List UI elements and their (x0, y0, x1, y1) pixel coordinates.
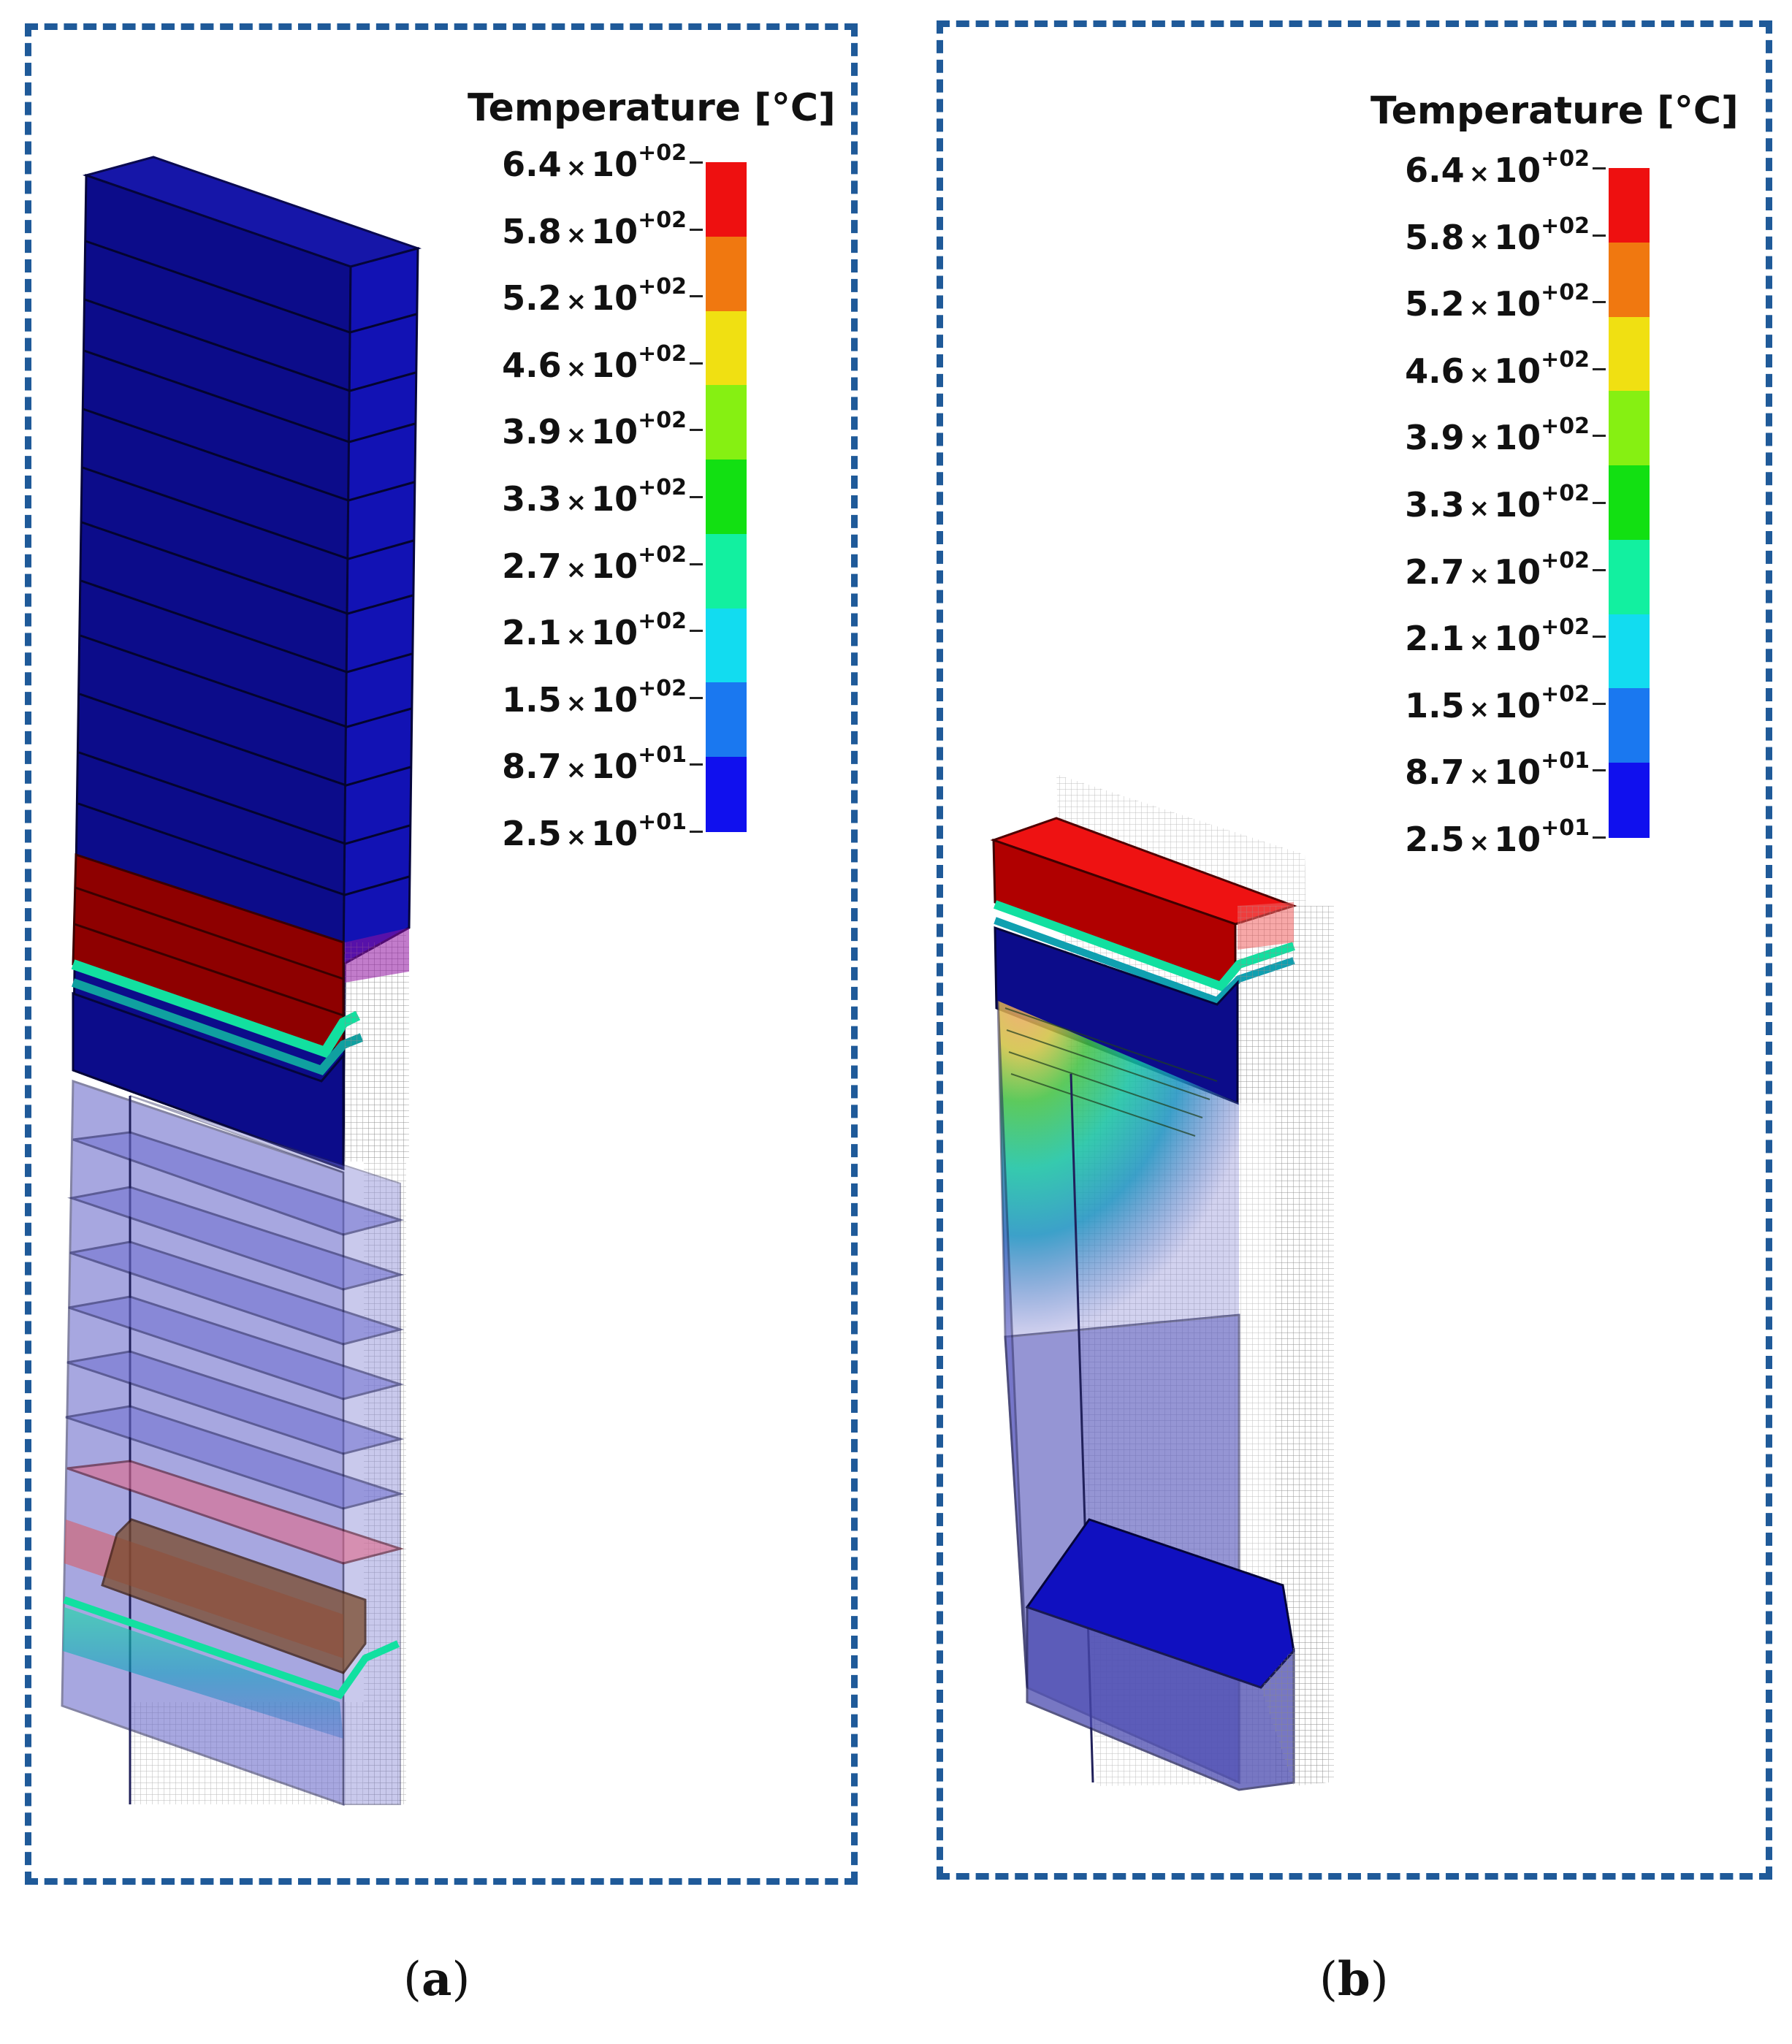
colorbar-tick (1593, 568, 1606, 571)
colorbar-swatch (706, 757, 747, 832)
bottom-heated-gradient (63, 1607, 343, 1739)
colorbar-tick-label: 2.5 × 10+01 (502, 809, 687, 853)
colorbar-tick (1593, 234, 1606, 237)
colorbar-swatch (1609, 465, 1650, 541)
colorbar-tick (690, 362, 703, 365)
colorbar-tick-label: 6.4 × 10+02 (1405, 146, 1590, 190)
colorbar-tick (1593, 435, 1606, 438)
colorbar-tick (1593, 502, 1606, 504)
colorbar-tick-label: 5.2 × 10+02 (502, 274, 687, 319)
colorbar-labels: 6.4 × 10+02 5.8 × 10+02 5.2 × 10+02 4.6 × 10+02 3.9 ×… (468, 140, 687, 853)
heated-side-tint (345, 928, 409, 983)
colorbar-tick (1593, 769, 1606, 772)
panel-caption: (b) (1319, 1952, 1389, 2007)
legend-title: Temperature [°C] (468, 86, 836, 130)
colorbar-tick-label: 3.9 × 10+02 (1405, 413, 1590, 458)
colorbar-tick (690, 630, 703, 633)
colorbar-tick (1593, 836, 1606, 839)
colorbar-tick (690, 228, 703, 231)
bottom-heated-edge (63, 1596, 400, 1699)
plume-layer-lines (1004, 1007, 1218, 1137)
colorbar-tick (690, 563, 703, 565)
colorbar-tick-label: 2.7 × 10+02 (1405, 547, 1590, 592)
colorbar-swatch (1609, 168, 1650, 243)
colorbar-tick (1593, 301, 1606, 304)
top-side-tint (1238, 902, 1294, 950)
colorbar-swatch (1609, 614, 1650, 690)
legend-title: Temperature [°C] (1370, 89, 1739, 133)
blue-block (994, 926, 1239, 1105)
colorbar-tick-label: 5.8 × 10+02 (502, 207, 687, 251)
panel-b: Temperature [°C] 6.4 × 10+02 5.8 × 10+02 5.2 × 1… (896, 0, 1792, 2044)
colorbar-tick (1593, 636, 1606, 638)
colorbar-tick (690, 496, 703, 498)
layer-lines (77, 240, 417, 955)
panel-caption-letter: b (1337, 1952, 1370, 2007)
colorbar-swatch (706, 459, 747, 535)
panel-caption: (a) (403, 1952, 470, 2007)
panel-a-frame (25, 23, 858, 1885)
colorbar-tick (690, 429, 703, 432)
colorbar-tick-label: 5.2 × 10+02 (1405, 280, 1590, 324)
bottom-base-mesh (1261, 1607, 1327, 1786)
panel-a: Temperature [°C] 6.4 × 10+02 5.8 × 10+02 5.2 × 1… (25, 23, 858, 2007)
colorbar (706, 162, 747, 832)
panel-caption-letter: a (421, 1952, 452, 2007)
colorbar-swatch (706, 162, 747, 237)
colorbar-tick-label: 8.7 × 10+01 (502, 742, 687, 787)
colorbar-tick (1593, 367, 1606, 370)
colorbar-tick-label: 6.4 × 10+02 (502, 140, 687, 184)
heat-plume (998, 1001, 1239, 1337)
lower-solid-block (72, 991, 345, 1171)
colorbar-tick (690, 763, 703, 766)
colorbar-tick (1593, 167, 1606, 169)
colorbar-swatch (706, 533, 747, 609)
panel-b-frame (937, 20, 1772, 1880)
colorbar-tick (690, 696, 703, 699)
colorbar-tick-label: 8.7 × 10+01 (1405, 748, 1590, 793)
lower-stack-plates (65, 1131, 405, 1510)
colorbar-tick-label: 2.1 × 10+02 (1405, 614, 1590, 659)
colorbar-tick (690, 161, 703, 164)
colorbar-tick-label: 4.6 × 10+02 (1405, 346, 1590, 391)
colorbar (1609, 168, 1650, 838)
colorbar-tick-label: 3.9 × 10+02 (502, 408, 687, 452)
colorbar-tick (690, 831, 703, 833)
colorbar-swatch (1609, 391, 1650, 467)
colorbar-swatch (1609, 242, 1650, 318)
bottom-heated-core (101, 1518, 367, 1674)
panel-b-model (990, 774, 1334, 1791)
colorbar-tick-label: 5.8 × 10+02 (1405, 213, 1590, 257)
colorbar-swatch (1609, 539, 1650, 615)
colorbar-tick-label: 3.3 × 10+02 (1405, 481, 1590, 525)
top-block-side (342, 247, 419, 966)
colorbar-swatch (706, 310, 747, 386)
panel-a-model (61, 156, 422, 1807)
colorbar-swatch (706, 682, 747, 758)
colorbar-tick-label: 1.5 × 10+02 (502, 675, 687, 720)
colorbar-tick (690, 295, 703, 298)
colorbar-tick (1593, 702, 1606, 705)
colorbar-tick-label: 3.3 × 10+02 (502, 475, 687, 519)
heated-layer-top (72, 853, 345, 1053)
colorbar-tick-label: 2.7 × 10+02 (502, 541, 687, 586)
bottom-heated-plate (66, 1460, 405, 1565)
colorbar-swatch (706, 608, 747, 684)
colorbar-labels: 6.4 × 10+02 5.8 × 10+02 5.2 × 10+02 4.6 × 10+02 3.9 ×… (1370, 146, 1590, 859)
colorbar-swatch (706, 236, 747, 312)
colorbar-swatch (1609, 316, 1650, 392)
heated-layer-lines (74, 886, 344, 1017)
colorbar-swatch (706, 385, 747, 461)
colorbar-swatch (1609, 688, 1650, 764)
colorbar-tick-label: 1.5 × 10+02 (1405, 681, 1590, 725)
colorbar-swatch (1609, 763, 1650, 838)
colorbar-tick-label: 2.1 × 10+02 (502, 609, 687, 653)
colorbar-tick-label: 2.5 × 10+01 (1405, 815, 1590, 859)
colorbar-tick-label: 4.6 × 10+02 (502, 340, 687, 385)
